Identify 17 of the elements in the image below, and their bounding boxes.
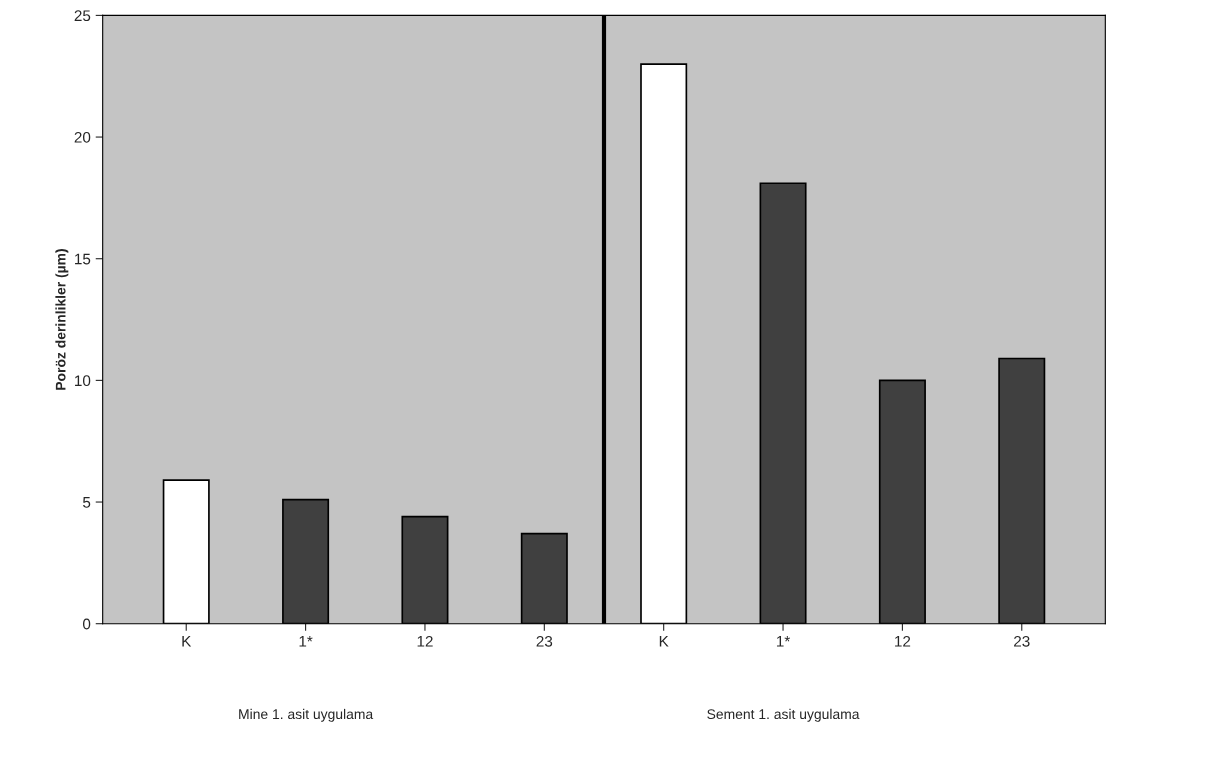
x-tick-label: 12	[895, 635, 911, 647]
text: Mine 1. asit uygulama	[239, 708, 374, 722]
text: Sement 1. asit uygulama	[707, 708, 860, 722]
y-axis-title: Poröz derinlikler (µm)	[55, 249, 69, 390]
y-tick-label: 20	[74, 131, 91, 143]
x-tick-label: K	[659, 636, 669, 647]
x-tick-label: 23	[1014, 635, 1030, 647]
x-tick-label: 1*	[776, 636, 791, 647]
x-tick-label: K	[182, 636, 192, 647]
y-tick-label: 15	[75, 253, 91, 265]
y-tick-label: 0	[82, 618, 91, 630]
y-tick-label: 10	[75, 375, 91, 387]
x-tick-label: 23	[536, 635, 553, 647]
x-tick-label: 12	[417, 635, 433, 647]
x-tick-label: 1*	[299, 636, 313, 647]
y-tick-label: 25	[74, 10, 91, 22]
y-tick-label: 5	[82, 497, 91, 508]
